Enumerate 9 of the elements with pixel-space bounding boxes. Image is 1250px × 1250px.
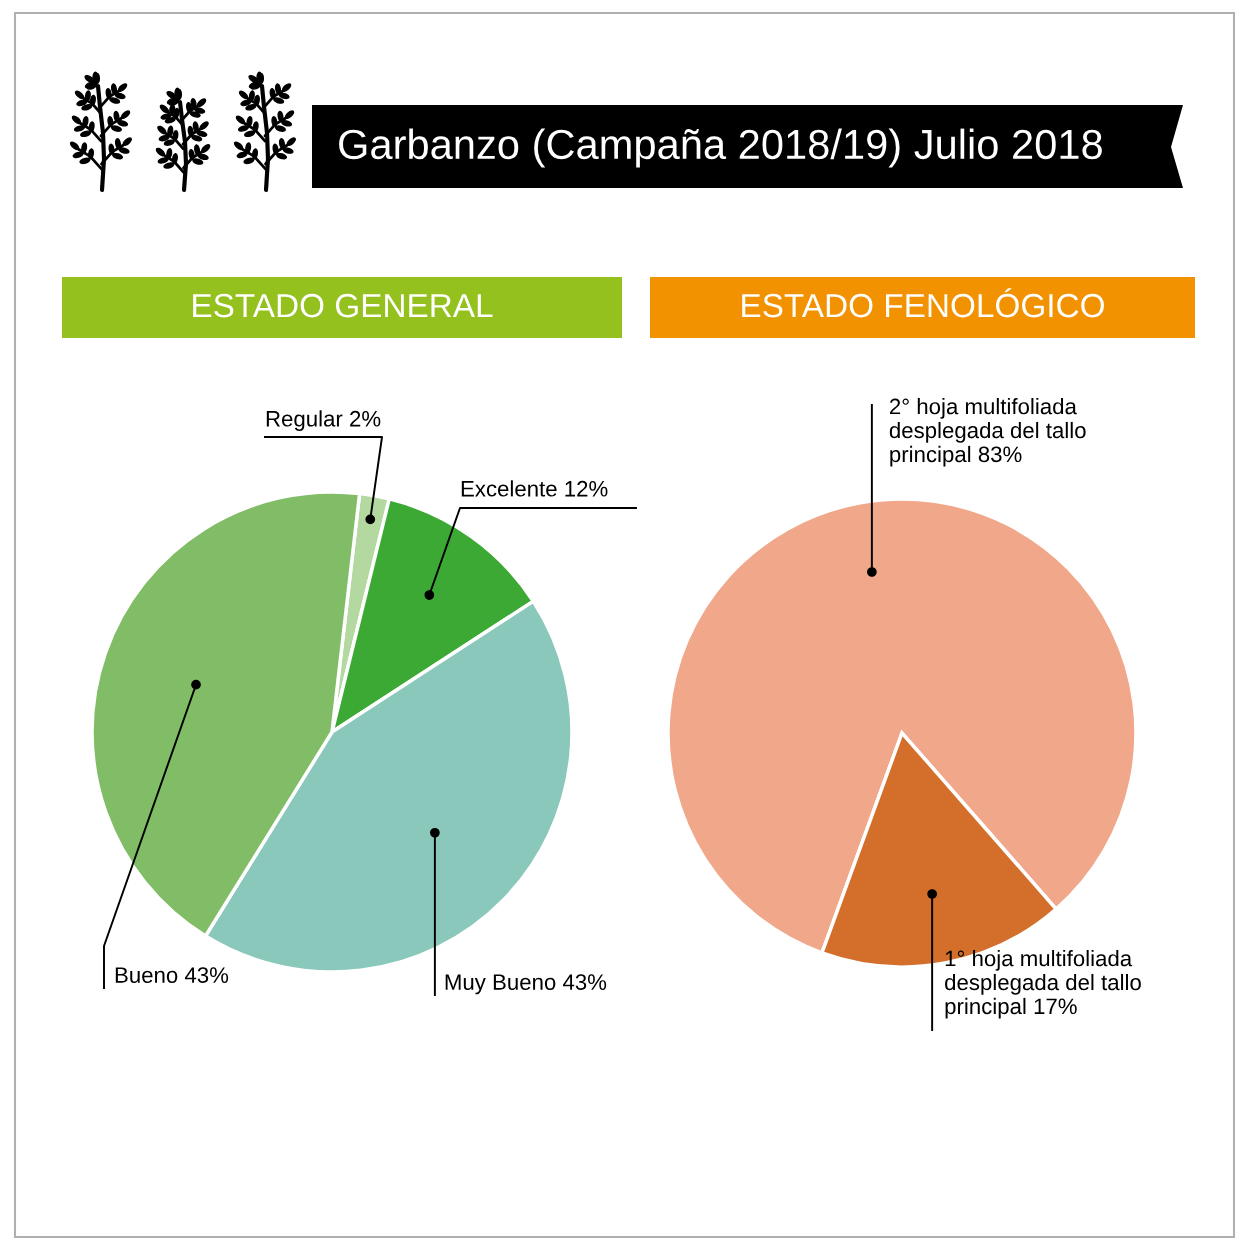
slice-label: 1° hoja multifoliada desplegada del tallo principal 17%	[945, 950, 1141, 1019]
slice-label: 2° hoja multifoliada desplegada del tallo principal 83%	[889, 398, 1086, 467]
text: Garbanzo (Campaña 2018/19) Julio 2018	[339, 128, 1102, 168]
chart-subtitle: ESTADO GENERAL	[193, 293, 493, 318]
chart-subtitle: ESTADO FENOLÓGICO	[742, 288, 1104, 318]
slice-label: Muy Bueno 43%	[445, 974, 607, 995]
slice-label: Bueno 43%	[115, 967, 229, 983]
slice-label: Excelente 12%	[461, 480, 608, 497]
slice-label: Regular 2%	[266, 410, 381, 431]
